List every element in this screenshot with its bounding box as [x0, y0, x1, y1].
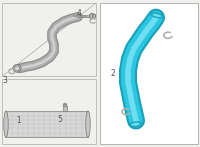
Text: 5: 5	[58, 115, 62, 124]
Ellipse shape	[79, 16, 87, 17]
Text: 2: 2	[111, 69, 115, 78]
Ellipse shape	[86, 111, 90, 137]
Ellipse shape	[81, 16, 89, 17]
Ellipse shape	[89, 13, 94, 19]
Ellipse shape	[75, 16, 83, 17]
Ellipse shape	[153, 14, 161, 17]
Ellipse shape	[64, 103, 66, 105]
Text: 3: 3	[3, 76, 7, 85]
Ellipse shape	[13, 65, 21, 72]
Ellipse shape	[15, 66, 19, 71]
Text: 1: 1	[17, 116, 21, 125]
Ellipse shape	[83, 16, 91, 17]
Ellipse shape	[151, 13, 163, 18]
Ellipse shape	[85, 16, 93, 17]
Ellipse shape	[92, 14, 96, 18]
Ellipse shape	[132, 123, 139, 126]
Ellipse shape	[77, 16, 85, 17]
Bar	[2, 79, 96, 144]
Bar	[6, 111, 88, 137]
Text: 4: 4	[77, 9, 81, 19]
Bar	[100, 3, 198, 144]
Ellipse shape	[4, 111, 8, 137]
Ellipse shape	[73, 16, 81, 17]
Bar	[2, 3, 96, 76]
Ellipse shape	[130, 122, 142, 127]
Bar	[63, 106, 67, 111]
Ellipse shape	[63, 104, 67, 107]
